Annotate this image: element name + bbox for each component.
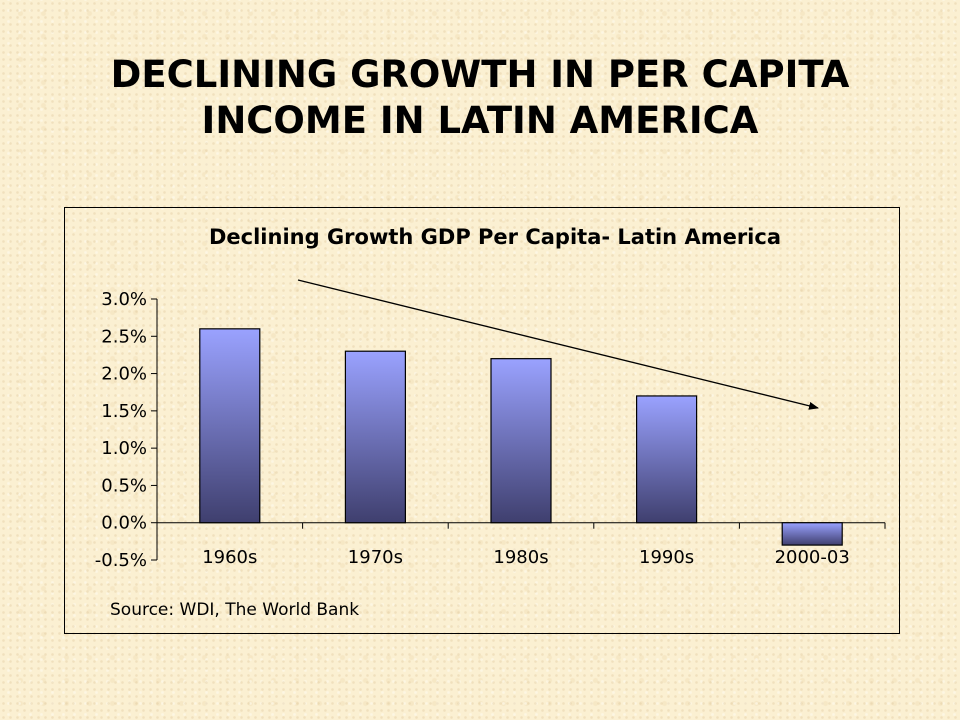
x-axis — [156, 522, 886, 529]
x-tick-labels: 1960s 1970s 1980s 1990s 2000-03 — [202, 547, 850, 568]
y-tick-label: 1.5% — [101, 401, 147, 422]
y-tick-label: 2.5% — [101, 326, 147, 347]
chart-title: Declining Growth GDP Per Capita- Latin A… — [209, 225, 781, 249]
y-tick-label: 2.0% — [101, 364, 147, 385]
chart-frame: Declining Growth GDP Per Capita- Latin A… — [64, 207, 900, 634]
slide-title: DECLINING GROWTH IN PER CAPITA INCOME IN… — [0, 52, 960, 144]
y-axis: 3.0% 2.5% 2.0% 1.5% 1.0% 0.5% 0.0% -0.5% — [95, 289, 158, 571]
slide-title-line-1: DECLINING GROWTH IN PER CAPITA — [110, 53, 850, 96]
bar-1990s — [635, 395, 698, 524]
bar-1960s — [199, 328, 261, 524]
bar-1970s — [344, 350, 406, 524]
x-tick-label: 1980s — [493, 547, 548, 568]
bar-2000-03 — [781, 522, 843, 546]
y-tick-label: -0.5% — [95, 550, 147, 571]
bar-chart: Declining Growth GDP Per Capita- Latin A… — [95, 225, 886, 620]
y-tick-label: 0.5% — [101, 475, 147, 496]
slide-title-line-2: INCOME IN LATIN AMERICA — [201, 99, 759, 142]
y-tick-label: 0.0% — [101, 513, 147, 534]
y-tick-label: 3.0% — [101, 289, 147, 310]
x-tick-label: 1990s — [639, 547, 694, 568]
x-tick-label: 1970s — [348, 547, 403, 568]
x-tick-label: 2000-03 — [775, 547, 850, 568]
x-tick-label: 1960s — [202, 547, 257, 568]
bar-1980s — [490, 358, 552, 524]
y-tick-label: 1.0% — [101, 438, 147, 459]
bars — [199, 328, 843, 546]
trend-arrow — [297, 279, 819, 410]
source-note: Source: WDI, The World Bank — [110, 600, 359, 620]
